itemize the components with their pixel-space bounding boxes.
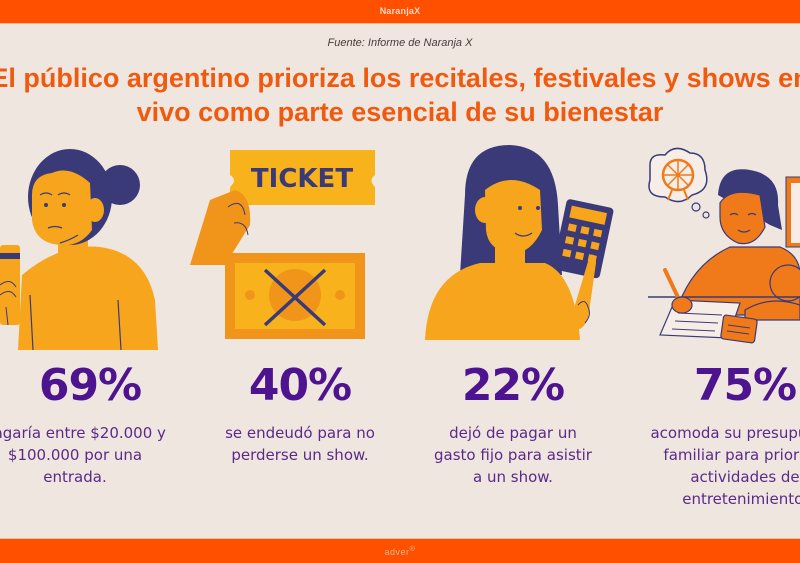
top-brand-bar: NaranjaX: [0, 0, 800, 24]
registered-mark-icon: ®: [409, 544, 416, 553]
headline: El público argentino prioriza los recita…: [0, 61, 800, 129]
stat-description: pagaría entre $20.000 y $100.000 por una…: [0, 424, 166, 486]
headline-line-2: vivo como parte esencial de su bienestar: [136, 97, 664, 127]
stat-card-4: 75% acomoda su presupuesto familiar para…: [635, 362, 800, 510]
adver-logo: adver®: [0, 544, 800, 557]
ticket-text-icon: TICKET: [251, 164, 353, 194]
stat-card-2: 40% se endeudó para no perderse un show.: [200, 362, 400, 466]
stat-description: acomoda su presupuesto familiar para pri…: [650, 424, 800, 508]
naranjax-logo: NaranjaX: [379, 6, 421, 16]
stat-value: 75%: [693, 360, 797, 411]
stat-value: 40%: [248, 360, 352, 411]
adver-logo-text: adver: [384, 547, 410, 557]
worried-woman-illustration: [0, 149, 158, 350]
stat-value: 22%: [461, 360, 565, 411]
stat-description: se endeudó para no perderse un show.: [225, 424, 375, 464]
ticket-illustration: TICKET: [190, 150, 375, 339]
headline-line-1: El público argentino prioriza los recita…: [0, 63, 800, 93]
source-caption: Fuente: Informe de Naranja X: [327, 37, 473, 49]
stat-description: dejó de pagar un gasto fijo para asistir…: [434, 424, 592, 486]
bottom-brand-bar: adver®: [0, 538, 800, 563]
calculator-woman-illustration: [425, 145, 614, 340]
stat-value: 69%: [38, 360, 142, 411]
stat-card-3: 22% dejó de pagar un gasto fijo para asi…: [413, 362, 613, 488]
family-budget-illustration: [648, 147, 800, 344]
stat-card-1: 69% pagaría entre $20.000 y $100.000 por…: [0, 362, 190, 488]
